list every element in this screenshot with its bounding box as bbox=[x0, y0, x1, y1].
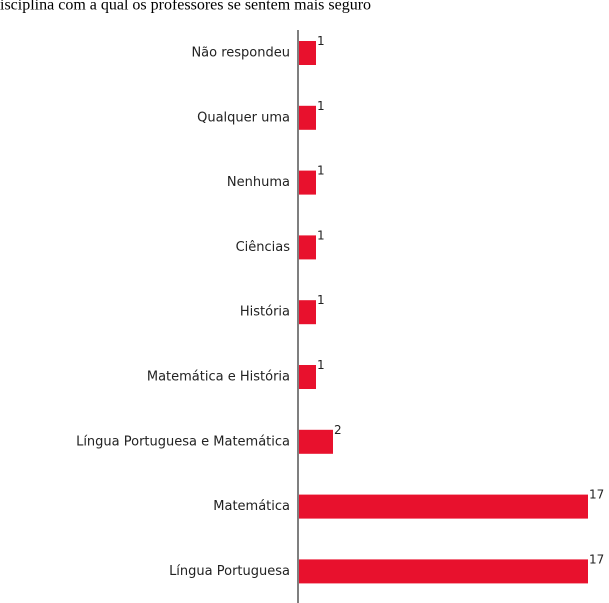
value-label: 1 bbox=[317, 293, 325, 307]
bar bbox=[299, 105, 316, 130]
bar bbox=[299, 429, 333, 454]
value-label: 1 bbox=[317, 99, 325, 113]
value-label: 1 bbox=[317, 164, 325, 178]
value-label: 1 bbox=[317, 358, 325, 372]
category-label: Língua Portuguesa bbox=[169, 564, 290, 579]
category-label: História bbox=[240, 305, 290, 320]
category-label: Língua Portuguesa e Matemática bbox=[76, 434, 290, 449]
category-label: Ciências bbox=[236, 240, 291, 255]
chart-title: isciplina com a qual os professores se s… bbox=[0, 0, 371, 14]
value-label: 2 bbox=[334, 423, 342, 437]
category-label: Nenhuma bbox=[227, 175, 290, 190]
bar bbox=[299, 559, 588, 584]
bar bbox=[299, 365, 316, 389]
bar bbox=[299, 494, 588, 519]
value-label: 17 bbox=[589, 488, 604, 502]
bar bbox=[299, 235, 316, 260]
bar bbox=[299, 300, 316, 325]
bar bbox=[299, 170, 316, 195]
category-label: Matemática e História bbox=[147, 370, 290, 385]
value-label: 17 bbox=[589, 552, 604, 566]
category-label: Qualquer uma bbox=[197, 110, 290, 125]
value-label: 1 bbox=[317, 228, 325, 242]
category-label: Matemática bbox=[213, 499, 290, 514]
value-label: 1 bbox=[317, 34, 325, 48]
category-label: Não respondeu bbox=[191, 46, 290, 61]
bar bbox=[299, 41, 316, 65]
